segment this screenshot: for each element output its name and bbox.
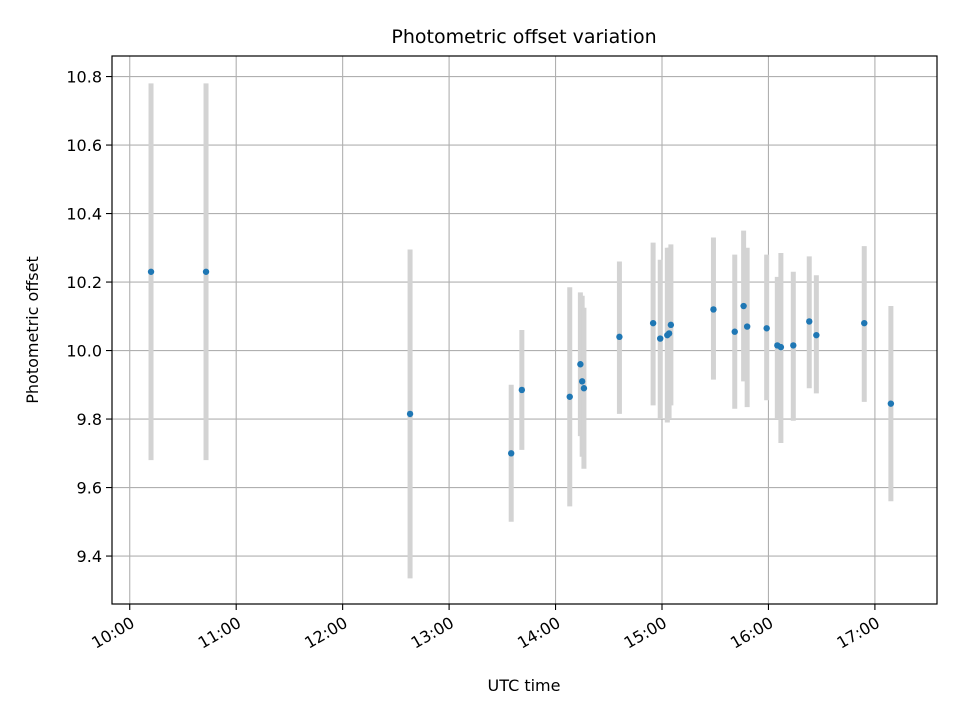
data-point xyxy=(518,386,526,394)
y-tick-label: 9.8 xyxy=(77,410,102,429)
data-point xyxy=(649,319,657,327)
x-tick-label: 13:00 xyxy=(408,613,457,653)
x-tick-label: 12:00 xyxy=(301,613,350,653)
x-tick-label: 14:00 xyxy=(514,613,563,653)
y-tick-label: 9.6 xyxy=(77,479,102,498)
data-point xyxy=(813,331,820,339)
data-point xyxy=(578,378,586,385)
data-point xyxy=(777,343,785,351)
x-tick-label: 11:00 xyxy=(195,613,244,653)
data-point xyxy=(566,393,573,400)
data-point xyxy=(507,450,515,457)
data-point xyxy=(763,325,770,332)
data-point xyxy=(577,361,584,368)
y-tick-label: 9.4 xyxy=(77,547,102,566)
grid xyxy=(112,56,937,604)
data-point xyxy=(887,400,895,407)
y-axis-ticks: 9.4 9.6 9.8 10.0 10.2 10.4 10.6 10.8 xyxy=(66,68,112,566)
data-point xyxy=(406,410,414,418)
data-point xyxy=(740,302,747,310)
data-point xyxy=(731,328,738,335)
data-point xyxy=(616,333,623,341)
data-point xyxy=(202,268,210,275)
x-tick-label: 17:00 xyxy=(833,613,882,653)
x-tick-label: 10:00 xyxy=(88,613,137,653)
data-point xyxy=(743,323,751,330)
data-point xyxy=(790,342,797,349)
x-tick-label: 16:00 xyxy=(727,613,776,653)
data-point xyxy=(580,385,588,392)
data-point xyxy=(665,330,673,337)
data-point xyxy=(147,268,155,275)
data-point xyxy=(667,321,675,329)
data-point xyxy=(710,306,717,313)
plot-area-frame xyxy=(111,55,938,605)
chart-title: Photometric offset variation xyxy=(391,26,656,48)
y-tick-label: 10.2 xyxy=(66,273,102,292)
data-point xyxy=(806,318,813,325)
x-tick-label: 15:00 xyxy=(621,613,670,653)
data-point xyxy=(861,319,868,327)
error-bars xyxy=(148,83,894,579)
y-tick-label: 10.0 xyxy=(66,342,102,361)
y-tick-label: 10.6 xyxy=(66,136,102,155)
x-axis-ticks: 10:00 11:00 12:00 13:00 14:00 15:00 16:00 17:00 xyxy=(88,604,883,653)
x-axis-title: UTC time xyxy=(488,676,561,695)
data-points xyxy=(147,268,895,457)
y-tick-label: 10.4 xyxy=(66,205,102,224)
y-tick-label: 10.8 xyxy=(66,68,102,87)
data-point xyxy=(657,335,664,342)
y-axis-title: Photometric offset xyxy=(23,256,42,404)
